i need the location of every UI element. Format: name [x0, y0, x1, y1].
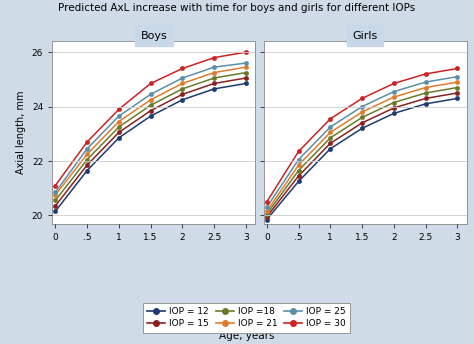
Legend: IOP = 12, IOP = 15, IOP =18, IOP = 21, IOP = 25, IOP = 30: IOP = 12, IOP = 15, IOP =18, IOP = 21, I… [143, 303, 350, 333]
Text: Age, years: Age, years [219, 331, 274, 341]
Title: Girls: Girls [353, 31, 378, 41]
Title: Boys: Boys [140, 31, 167, 41]
Y-axis label: Axial length, mm: Axial length, mm [16, 91, 26, 174]
Text: Predicted AxL increase with time for boys and girls for different IOPs: Predicted AxL increase with time for boy… [58, 3, 416, 13]
